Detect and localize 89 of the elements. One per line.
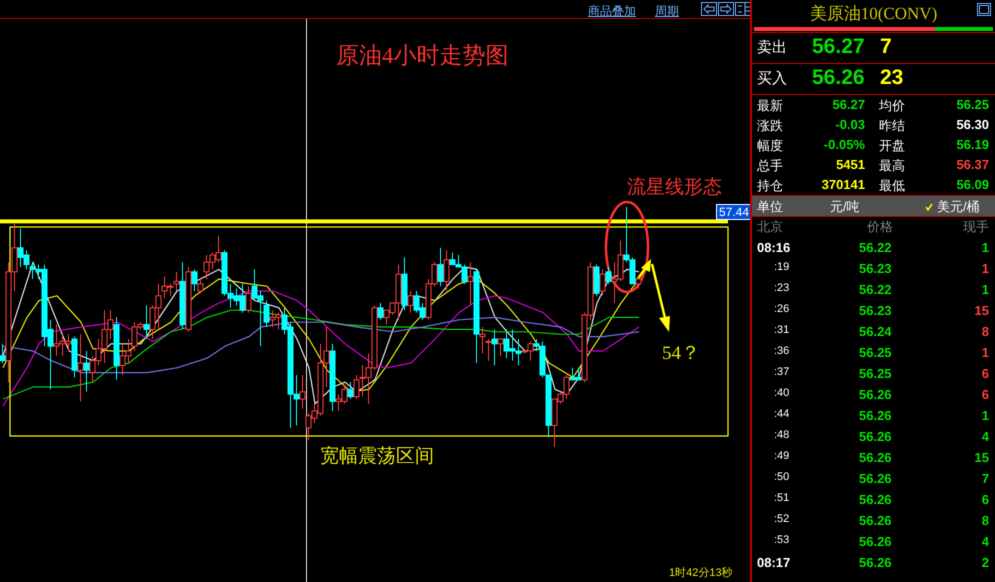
text: 56.23 [859,303,892,318]
text: 开盘 [879,137,905,155]
text: 56.26 [859,429,892,444]
text: 370141 [822,177,865,192]
text: 56.19 [956,137,989,152]
text: 1时42分13秒 [669,566,733,580]
text: 57.44 [716,204,752,220]
text: 56.25 [956,97,989,112]
text: 15 [974,450,989,465]
text: :37 [774,366,790,378]
chart-title: 原油4小时走势图 [336,42,508,70]
text: 美元/桶 [937,198,980,216]
text: 56.26 [812,66,865,90]
text: :19 [774,261,790,273]
text: 1 [982,240,989,255]
text: 8 [982,324,989,339]
text: 买入 [757,69,787,88]
text: 08:17 [757,555,790,570]
text: 56.26 [859,513,892,528]
text: 最高 [879,157,905,175]
text: 美原油10(CONV) [808,3,938,25]
text: 56.27 [832,97,865,112]
text: :23 [774,282,790,294]
text: 1 [982,408,989,423]
text: 8 [982,513,989,528]
text: -0.03 [835,117,865,132]
text: 6 [982,492,989,507]
text: 7 [880,35,892,59]
text: 54？ [662,342,700,366]
text: 56.23 [859,261,892,276]
text: 1 [982,282,989,297]
text: :50 [774,471,790,483]
text: 56.27 [812,35,865,59]
text: 56.25 [859,366,892,381]
text: 元/吨 [830,198,860,216]
text: 56.09 [956,177,989,192]
text: :26 [774,303,790,315]
text: 流星线形态 [627,176,722,200]
text: 幅度 [757,137,783,155]
text: 价格 [867,218,893,236]
text: :53 [774,534,790,546]
text: 08:16 [757,240,790,255]
text: 56.22 [859,240,892,255]
text: 昨结 [879,117,905,135]
text: :40 [774,387,790,399]
text: 56.24 [859,324,892,339]
text: 23 [880,66,904,90]
text: :52 [774,513,790,525]
text: 周期 [655,3,679,20]
text: 56.26 [859,387,892,402]
text: 56.26 [859,534,892,549]
text: 4 [982,534,989,549]
text: 56.22 [859,282,892,297]
text: 6 [982,387,989,402]
text: :51 [774,492,790,504]
text: :31 [774,324,790,336]
text: -0.05% [824,137,865,152]
text: 最新 [757,97,783,115]
text: :36 [774,345,790,357]
text: 56.26 [859,555,892,570]
text: 总手 [757,157,783,175]
text: 1 [982,345,989,360]
text: 56.26 [859,450,892,465]
text: 现手 [963,218,989,236]
text: 卖出 [757,38,787,57]
text: 5451 [836,157,865,172]
text: 均价 [879,97,905,115]
text: :48 [774,429,790,441]
text: 56.26 [859,471,892,486]
text: 15 [974,303,989,318]
text: 56.30 [956,117,989,132]
text: 北京 [757,218,783,236]
text: :49 [774,450,790,462]
text: 2 [982,555,989,570]
text: 7 [982,471,989,486]
text: 涨跌 [757,117,783,135]
text: 56.37 [956,157,989,172]
annotation: 宽幅震荡区间 [320,445,434,469]
text: 4 [982,429,989,444]
text: 56.26 [859,408,892,423]
text: 56.25 [859,345,892,360]
text: 最低 [879,177,905,195]
text: 单位 [757,198,783,216]
text: 6 [982,366,989,381]
text: 持仓 [757,177,783,195]
text: 1 [982,261,989,276]
text: :44 [774,408,790,420]
text: 商品叠加 [588,3,636,20]
text: 56.26 [859,492,892,507]
